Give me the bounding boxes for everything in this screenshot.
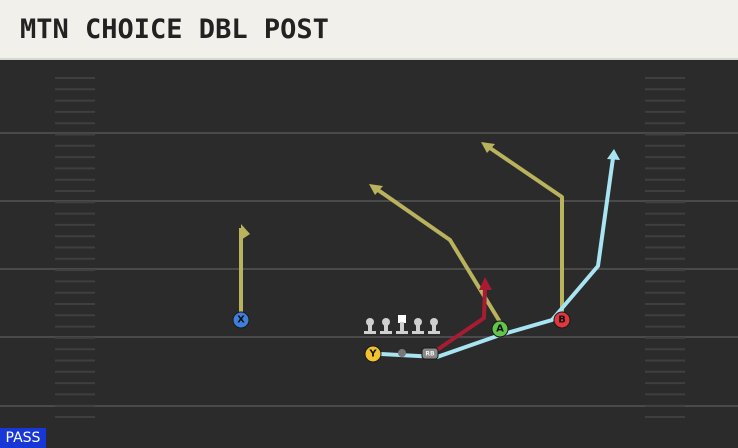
arrow-a <box>369 184 383 195</box>
route-rb <box>432 286 487 354</box>
player: Y <box>364 345 382 363</box>
player-label: B <box>558 315 566 326</box>
lineman <box>412 318 424 334</box>
quarterback <box>398 349 406 357</box>
player: A <box>491 320 509 338</box>
player-label: X <box>237 315 245 326</box>
lineman <box>428 318 440 334</box>
player: B <box>553 311 571 329</box>
lineman <box>364 318 376 334</box>
player: RB <box>421 347 439 360</box>
player-label: A <box>496 324 504 335</box>
route-b <box>488 146 564 312</box>
player: X <box>232 311 250 329</box>
center <box>396 315 408 334</box>
hash-marks <box>55 77 685 418</box>
header: MTN CHOICE DBL POST <box>0 0 738 60</box>
arrowheads <box>241 142 620 290</box>
yard-lines <box>0 132 738 407</box>
play-title: MTN CHOICE DBL POST <box>20 14 329 45</box>
player-label: Y <box>368 349 377 360</box>
offensive-line <box>364 315 440 334</box>
lineman <box>380 318 392 334</box>
play-field: X A B Y RB <box>0 60 738 448</box>
arrow-y <box>607 149 620 160</box>
field-bg <box>0 60 738 448</box>
arrow-x <box>241 224 250 240</box>
play-type-tag: PASS <box>0 428 46 448</box>
arrow-rb <box>479 277 492 290</box>
player-label: RB <box>425 351 435 358</box>
arrow-b <box>481 142 495 153</box>
